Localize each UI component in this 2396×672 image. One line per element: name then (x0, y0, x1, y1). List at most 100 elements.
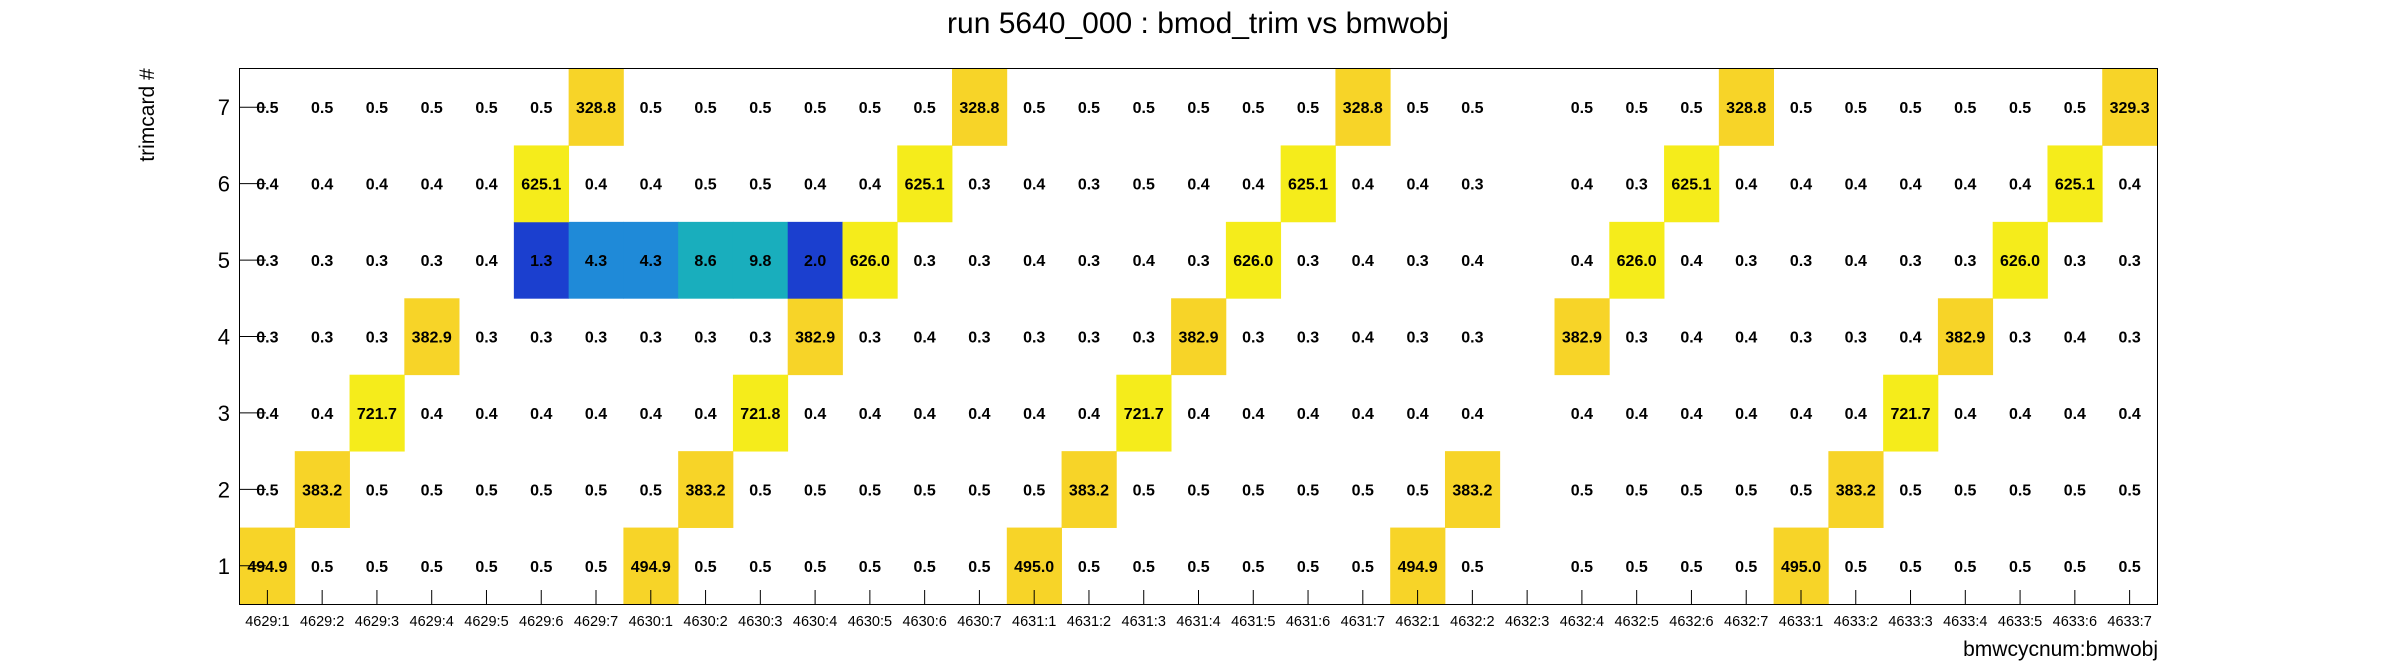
cell-value-label: 0.4 (804, 406, 826, 423)
x-tick-label: 4633:4 (1943, 614, 1987, 630)
cell-value-label: 0.4 (694, 406, 716, 423)
cell-value-label: 0.5 (421, 559, 443, 576)
cell-value-label: 0.5 (530, 559, 552, 576)
heatmap-cell (1444, 451, 1501, 528)
cell-value-label: 0.4 (1899, 177, 1921, 194)
cell-value-label: 0.3 (366, 330, 388, 347)
cell-value-label: 0.3 (1790, 330, 1812, 347)
cell-value-label: 0.4 (640, 177, 662, 194)
cell-value-label: 0.4 (2009, 177, 2031, 194)
cell-value-label: 0.4 (1242, 406, 1264, 423)
cell-value-label: 721.7 (1124, 406, 1164, 423)
cell-value-label: 0.4 (256, 177, 278, 194)
cell-value-label: 0.5 (530, 482, 552, 499)
x-tick-label: 4630:1 (629, 614, 673, 630)
x-tick-label: 4631:6 (1286, 614, 1330, 630)
cell-value-label: 0.3 (1297, 253, 1319, 270)
cell-value-label: 0.3 (1078, 330, 1100, 347)
x-tick-label: 4630:3 (738, 614, 782, 630)
heatmap-cell (1225, 221, 1282, 299)
cell-value-label: 626.0 (850, 253, 890, 270)
cell-value-label: 0.5 (1187, 100, 1209, 117)
heatmap-cell (732, 374, 789, 452)
x-axis-title: bmwcycnum:bmwobj (1963, 638, 2158, 661)
cell-value-label: 0.5 (749, 559, 771, 576)
cell-value-label: 329.3 (2110, 100, 2150, 117)
cell-value-label: 0.5 (585, 482, 607, 499)
cell-value-label: 625.1 (521, 177, 561, 194)
cell-value-label: 0.4 (914, 330, 936, 347)
cell-value-label: 0.3 (256, 253, 278, 270)
cell-value-label: 0.4 (1571, 253, 1593, 270)
x-tick-label: 4632:2 (1450, 614, 1494, 630)
cell-value-label: 0.3 (1954, 253, 1976, 270)
cell-value-label: 0.5 (475, 100, 497, 117)
cell-value-label: 0.4 (1406, 177, 1428, 194)
cell-value-label: 0.5 (1954, 100, 1976, 117)
cell-value-label: 0.4 (421, 406, 443, 423)
cell-value-label: 383.2 (1069, 482, 1109, 499)
x-tick-label: 4631:2 (1067, 614, 1111, 630)
cell-value-label: 0.5 (1790, 482, 1812, 499)
cell-value-label: 0.4 (1845, 177, 1867, 194)
cell-value-label: 0.4 (1352, 253, 1374, 270)
heatmap-cell (1171, 298, 1227, 376)
cell-value-label: 0.5 (914, 100, 936, 117)
cell-value-label: 0.5 (1571, 559, 1593, 576)
y-tick-label: 1 (218, 554, 230, 579)
cell-value-label: 0.5 (914, 559, 936, 576)
heatmap-cell (1609, 221, 1665, 299)
cell-value-label: 0.4 (2064, 406, 2086, 423)
cell-value-label: 0.5 (256, 482, 278, 499)
cell-value-label: 0.3 (2118, 330, 2140, 347)
cell-value-label: 0.4 (530, 406, 552, 423)
cell-value-label: 494.9 (1398, 559, 1438, 576)
heatmap-cell (787, 221, 843, 299)
cell-value-label: 494.9 (631, 559, 671, 576)
cell-value-label: 626.0 (2000, 253, 2040, 270)
cell-value-label: 0.5 (1352, 482, 1374, 499)
cell-value-label: 0.5 (1680, 559, 1702, 576)
cell-value-label: 0.3 (859, 330, 881, 347)
cell-value-label: 328.8 (1726, 100, 1766, 117)
x-tick-label: 4633:6 (2053, 614, 2097, 630)
heatmap-cell (1280, 145, 1336, 223)
cell-value-label: 0.4 (1790, 406, 1812, 423)
cell-value-label: 0.3 (1735, 253, 1757, 270)
cell-value-label: 0.4 (1680, 253, 1702, 270)
cell-value-label: 0.5 (2009, 100, 2031, 117)
x-tick-label: 4632:6 (1669, 614, 1713, 630)
cell-value-label: 0.3 (2009, 330, 2031, 347)
cell-value-label: 0.3 (585, 330, 607, 347)
x-tick-label: 4630:4 (793, 614, 837, 630)
cell-value-label: 383.2 (1836, 482, 1876, 499)
cell-value-label: 0.5 (1626, 559, 1648, 576)
x-tick-label: 4633:3 (1888, 614, 1932, 630)
cell-value-label: 0.5 (694, 100, 716, 117)
cell-value-label: 0.5 (1297, 100, 1319, 117)
cell-value-label: 0.4 (1845, 406, 1867, 423)
cell-value-label: 0.5 (1406, 482, 1428, 499)
y-tick-label: 7 (218, 95, 230, 120)
heatmap-cell (513, 145, 570, 223)
cell-value-label: 0.5 (2009, 559, 2031, 576)
cell-value-label: 0.5 (2064, 559, 2086, 576)
cell-value-label: 721.7 (1891, 406, 1931, 423)
cell-value-label: 4.3 (640, 253, 662, 270)
cell-value-label: 0.5 (1187, 559, 1209, 576)
cell-value-label: 0.4 (1680, 330, 1702, 347)
y-tick-label: 5 (218, 248, 230, 273)
x-tick-label: 4633:7 (2107, 614, 2151, 630)
cell-value-label: 0.5 (311, 100, 333, 117)
cell-value-label: 0.4 (366, 177, 388, 194)
cell-value-label: 0.3 (1078, 177, 1100, 194)
cell-value-label: 0.5 (1133, 177, 1155, 194)
cell-value-label: 0.3 (1626, 330, 1648, 347)
cell-value-label: 0.5 (749, 177, 771, 194)
cell-value-label: 0.4 (2064, 330, 2086, 347)
cell-value-label: 0.4 (1845, 253, 1867, 270)
cell-value-label: 0.3 (1461, 330, 1483, 347)
cell-value-label: 0.3 (968, 253, 990, 270)
axes: 1 2 3 4 5 6 7 4629:1 4629:2 4629:3 4629:4 4629:5 462… (218, 95, 2152, 630)
